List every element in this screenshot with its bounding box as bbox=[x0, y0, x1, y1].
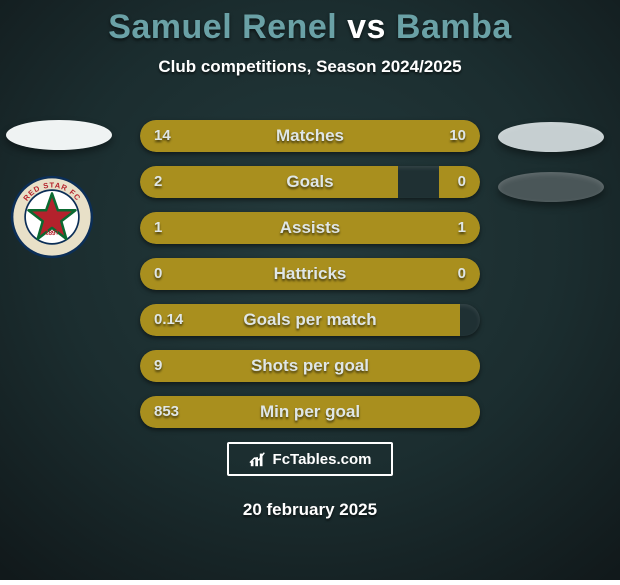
comparison-bars: Matches1410 Goals20 Assists11 Hattricks00 Go… bbox=[140, 120, 480, 442]
bar-left-fill bbox=[140, 258, 310, 290]
bar-row: Goals per match0.14 bbox=[140, 304, 480, 336]
bar-right-fill bbox=[310, 258, 480, 290]
title-player2: Bamba bbox=[396, 8, 512, 46]
page-title: Samuel Renel vs Bamba bbox=[0, 0, 620, 47]
bar-row: Shots per goal9 bbox=[140, 350, 480, 382]
bar-row: Assists11 bbox=[140, 212, 480, 244]
bar-chart-icon bbox=[249, 450, 267, 468]
club-crest: RED STAR FC 1897 bbox=[10, 175, 94, 259]
svg-text:1897: 1897 bbox=[44, 229, 60, 237]
title-player1: Samuel Renel bbox=[108, 8, 337, 46]
player2-photo-placeholder-b bbox=[498, 172, 604, 202]
bar-left-fill bbox=[140, 212, 310, 244]
bar-left-fill bbox=[140, 350, 480, 382]
bar-row: Matches1410 bbox=[140, 120, 480, 152]
bar-row: Hattricks00 bbox=[140, 258, 480, 290]
logo-text: FcTables.com bbox=[273, 451, 372, 468]
bar-left-fill bbox=[140, 166, 398, 198]
bar-left-fill bbox=[140, 304, 460, 336]
player2-photo-placeholder-a bbox=[498, 122, 604, 152]
bar-right-fill bbox=[439, 166, 480, 198]
subtitle: Club competitions, Season 2024/2025 bbox=[0, 57, 620, 77]
bar-right-fill bbox=[337, 120, 480, 152]
bar-left-fill bbox=[140, 396, 480, 428]
date-line: 20 february 2025 bbox=[0, 500, 620, 520]
player1-photo-placeholder bbox=[6, 120, 112, 150]
bar-left-fill bbox=[140, 120, 337, 152]
bar-row: Min per goal853 bbox=[140, 396, 480, 428]
bar-row: Goals20 bbox=[140, 166, 480, 198]
bar-right-fill bbox=[310, 212, 480, 244]
title-vs: vs bbox=[347, 8, 386, 46]
fctables-logo: FcTables.com bbox=[227, 442, 393, 476]
